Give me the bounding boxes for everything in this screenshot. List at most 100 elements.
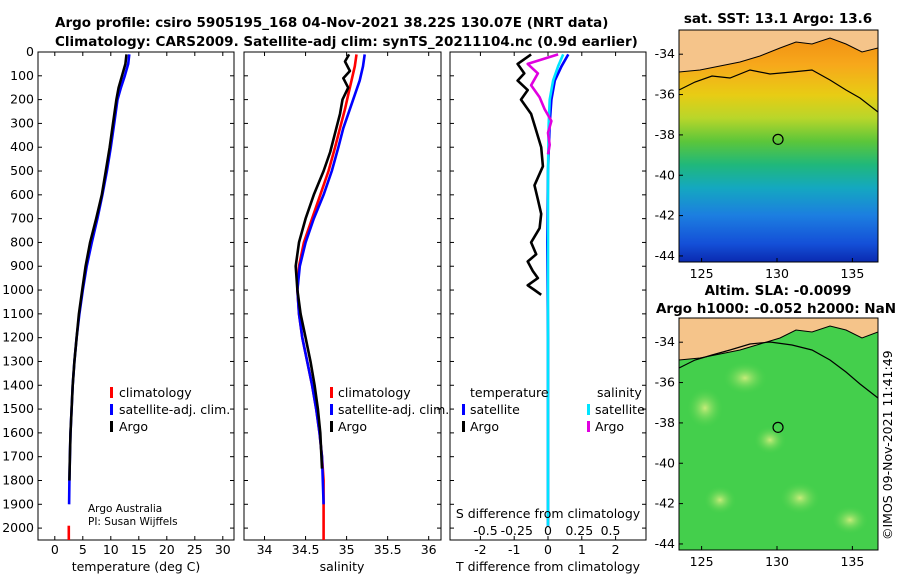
y-tick-label: 1100 (2, 306, 34, 321)
y-tick-label: 800 (10, 234, 34, 249)
title-line1: Argo profile: csiro 5905195_168 04-Nov-2… (55, 15, 608, 31)
map-y-tick-label: -36 (655, 87, 675, 102)
y-tick-label: 100 (10, 68, 34, 83)
salinity-legend: climatology satellite-adj. clim. Argo (330, 385, 449, 434)
legend-swatch-satellite (110, 404, 113, 415)
map-y-tick-label: -44 (655, 536, 675, 551)
sst-map-ticks: 125 130 135 -34 -36 -38 -40 -42 -44 (655, 46, 865, 281)
map-y-tick-label: -38 (655, 127, 675, 142)
map-x-tick-label: 125 (690, 554, 714, 569)
salinity-xlabel: salinity (320, 559, 365, 574)
y-tick-label: 600 (10, 187, 34, 202)
map-y-tick-label: -44 (655, 248, 675, 263)
map-y-tick-label: -42 (655, 496, 675, 511)
difference-xlabel: T difference from climatology (455, 559, 641, 574)
x-tick-label: 0 (51, 542, 59, 557)
series-line-argo (294, 53, 352, 469)
map-y-tick-label: -38 (655, 415, 675, 430)
legend-title-salinity: salinity (597, 385, 642, 400)
x-tick-label: -2 (474, 542, 486, 557)
map-y-tick-label: -40 (655, 455, 675, 470)
watermark: ©IMOS 09-Nov-2021 11:41:49 (880, 350, 895, 540)
legend-swatch-t-argo (462, 421, 465, 432)
credit-pi: PI: Susan Wijffels (88, 516, 178, 528)
legend-swatch-climatology (330, 387, 333, 398)
land (679, 30, 878, 72)
series-line-t-argo (516, 53, 545, 296)
y-tick-label: 0 (26, 44, 34, 59)
sla-map-frame (678, 317, 879, 551)
y-tick-label: 700 (10, 211, 34, 226)
series-line-climatology (296, 54, 358, 540)
y-tick-label: 1500 (2, 401, 34, 416)
legend-label-climatology: climatology (338, 385, 411, 400)
x-tick-label: 30 (215, 542, 231, 557)
legend-label-t-satellite: satellite (470, 402, 520, 417)
difference-plot: -2 -1 0 1 2 -0.5 -0.25 0 0.25 0.5 (450, 51, 646, 557)
x-tick-label: 1 (578, 542, 586, 557)
s-tick-label: 0.5 (601, 523, 621, 538)
x-tick-label: 20 (159, 542, 175, 557)
x-tick-label: 10 (103, 542, 119, 557)
x-tick-label: 36 (421, 542, 437, 557)
sla-anomaly (754, 426, 786, 454)
legend-swatch-argo (110, 421, 113, 432)
coastline (679, 325, 878, 361)
series-line-s-argo (526, 53, 559, 155)
y-tick-label: 1200 (2, 330, 34, 345)
sst-map (679, 30, 878, 262)
y-tick-label: 1700 (2, 449, 34, 464)
legend-title-temperature: temperature (470, 385, 549, 400)
x-tick-label: 2 (612, 542, 620, 557)
sst-map-title: sat. SST: 13.1 Argo: 13.6 (684, 11, 872, 27)
y-tick-label: 300 (10, 115, 34, 130)
sla-anomaly (723, 362, 767, 394)
y-tick-label: 900 (10, 258, 34, 273)
s-tick-label: 0 (544, 523, 552, 538)
series-line-satellite-adj-clim- (67, 54, 131, 505)
legend-swatch-satellite (330, 404, 333, 415)
y-tick-label: 1900 (2, 496, 34, 511)
argo-location-marker (772, 421, 784, 433)
y-tick-label: 1600 (2, 425, 34, 440)
sst-field (679, 30, 878, 262)
legend-label-satellite: satellite-adj. clim. (338, 402, 449, 417)
series-line-argo (68, 54, 128, 481)
map-x-tick-label: 130 (765, 266, 789, 281)
sst-contour (679, 69, 878, 113)
temperature-axes (37, 51, 235, 541)
x-tick-label: -1 (508, 542, 520, 557)
sla-map-title2: Argo h1000: -0.052 h2000: NaN (656, 301, 896, 317)
sla-map-ticks: 125 130 135 -34 -36 -38 -40 -42 -44 (655, 334, 865, 569)
legend-label-s-satellite: satellite (595, 402, 645, 417)
legend-swatch-s-satellite (587, 404, 590, 415)
legend-swatch-climatology (110, 387, 113, 398)
sla-anomaly (780, 482, 820, 514)
map-y-tick-label: -36 (655, 375, 675, 390)
legend-label-s-argo: Argo (595, 419, 624, 434)
x-tick-label: 35 (339, 542, 355, 557)
x-tick-label: 5 (79, 542, 87, 557)
y-tick-label: 500 (10, 163, 34, 178)
title-line2: Climatology: CARS2009. Satellite-adj cli… (55, 34, 638, 50)
s-tick-label: -0.5 (473, 523, 497, 538)
salinity-axes (243, 51, 442, 541)
x-tick-label: 35.5 (374, 542, 402, 557)
map-x-tick-label: 135 (840, 554, 864, 569)
y-tick-label: 2000 (2, 520, 34, 535)
temperature-legend: climatology satellite-adj. clim. Argo (110, 385, 230, 434)
map-x-tick-label: 135 (840, 266, 864, 281)
salinity-plot: 34 34.5 35 35.5 36 (244, 51, 441, 557)
x-tick-label: 15 (131, 542, 147, 557)
y-tick-label: 200 (10, 92, 34, 107)
y-tick-label: 1400 (2, 377, 34, 392)
x-tick-label: 34.5 (292, 542, 320, 557)
coastline (679, 37, 878, 73)
map-y-tick-label: -42 (655, 208, 675, 223)
map-x-tick-label: 125 (690, 266, 714, 281)
legend-swatch-argo (330, 421, 333, 432)
map-y-tick-label: -40 (655, 167, 675, 182)
y-tick-label: 1800 (2, 472, 34, 487)
legend-label-argo: Argo (119, 419, 148, 434)
legend-label-climatology: climatology (119, 385, 192, 400)
